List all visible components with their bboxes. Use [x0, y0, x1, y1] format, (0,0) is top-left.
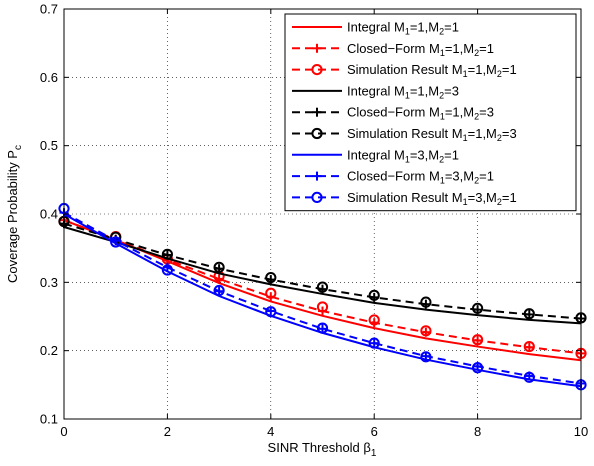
circle-marker — [420, 296, 432, 308]
legend-label: Simulation Result M1=1,M2=1 — [347, 62, 517, 79]
circle-marker — [368, 289, 380, 301]
legend-label: Closed−Form M1=3,M2=1 — [347, 169, 494, 186]
circle-marker — [472, 362, 484, 374]
series-line — [63, 219, 582, 362]
legend-entry: Simulation Result M1=3,M2=1 — [292, 190, 517, 207]
circle-marker — [213, 284, 225, 297]
y-tick-label: 0.3 — [40, 275, 58, 290]
circle-marker — [316, 322, 329, 334]
x-tick-label: 2 — [164, 424, 171, 439]
circle-marker — [161, 248, 173, 260]
legend-label: Simulation Result M1=3,M2=1 — [347, 190, 517, 207]
circle-marker — [523, 371, 535, 383]
circle-marker — [311, 191, 323, 203]
circle-marker — [316, 281, 329, 293]
y-tick-label: 0.7 — [40, 2, 58, 17]
legend-label: Integral M1=1,M2=1 — [347, 20, 459, 37]
circle-marker — [420, 325, 432, 337]
x-axis-label: SINR Threshold β1 — [268, 440, 377, 459]
legend: Integral M1=1,M2=1 Closed−Form M1=1,M2=1 S… — [284, 13, 577, 212]
circle-marker — [368, 314, 380, 326]
y-tick-label: 0.6 — [40, 70, 58, 85]
y-axis-label: Coverage Probability Pc — [5, 145, 24, 283]
legend-entry: Closed−Form M1=1,M2=1 — [292, 41, 494, 58]
series-line — [63, 226, 582, 325]
legend-entry: Closed−Form M1=1,M2=3 — [292, 105, 494, 122]
circle-marker — [472, 334, 484, 346]
legend-label: Closed−Form M1=1,M2=3 — [347, 105, 494, 122]
circle-marker — [420, 351, 432, 363]
legend-entry: Simulation Result M1=1,M2=3 — [292, 126, 517, 143]
legend-entry: Simulation Result M1=1,M2=1 — [292, 62, 517, 79]
legend-label: Integral M1=3,M2=1 — [347, 147, 459, 164]
legend-entry: Integral M1=1,M2=1 — [292, 20, 459, 37]
x-tick-label: 10 — [574, 424, 588, 439]
y-tick-label: 0.5 — [40, 138, 58, 153]
series-4 — [63, 226, 582, 325]
axis-ticks: 0 2 4 6 8 10 0.1 0.2 0.3 0.4 0.5 0.6 0.7 — [40, 2, 588, 440]
circle-marker — [161, 264, 173, 276]
y-tick-label: 0.4 — [40, 207, 58, 222]
circle-marker — [311, 64, 323, 76]
legend-label: Integral M1=1,M2=3 — [347, 83, 459, 100]
legend-entry: Closed−Form M1=3,M2=1 — [292, 169, 494, 186]
circle-marker — [265, 306, 277, 318]
y-tick-label: 0.1 — [40, 412, 58, 427]
circle-marker — [265, 287, 277, 299]
x-tick-label: 0 — [60, 424, 67, 439]
circle-marker — [213, 261, 225, 273]
series-line — [63, 211, 582, 385]
x-tick-label: 6 — [371, 424, 378, 439]
circle-marker — [311, 127, 323, 140]
legend-entry: Integral M1=1,M2=3 — [292, 83, 459, 100]
circle-marker — [523, 340, 535, 353]
circle-marker — [316, 301, 329, 313]
series-1 — [63, 219, 582, 362]
y-tick-label: 0.2 — [40, 343, 58, 358]
x-tick-label: 8 — [474, 424, 481, 439]
x-tick-label: 4 — [267, 424, 274, 439]
legend-label: Closed−Form M1=1,M2=1 — [347, 41, 494, 58]
circle-marker — [368, 337, 380, 349]
circle-marker — [265, 271, 277, 284]
series-6 — [58, 215, 587, 324]
legend-entry: Integral M1=3,M2=1 — [292, 147, 459, 164]
circle-marker — [523, 308, 535, 320]
legend-label: Simulation Result M1=1,M2=3 — [347, 126, 517, 143]
circle-marker — [472, 302, 484, 314]
circle-marker — [110, 236, 122, 248]
